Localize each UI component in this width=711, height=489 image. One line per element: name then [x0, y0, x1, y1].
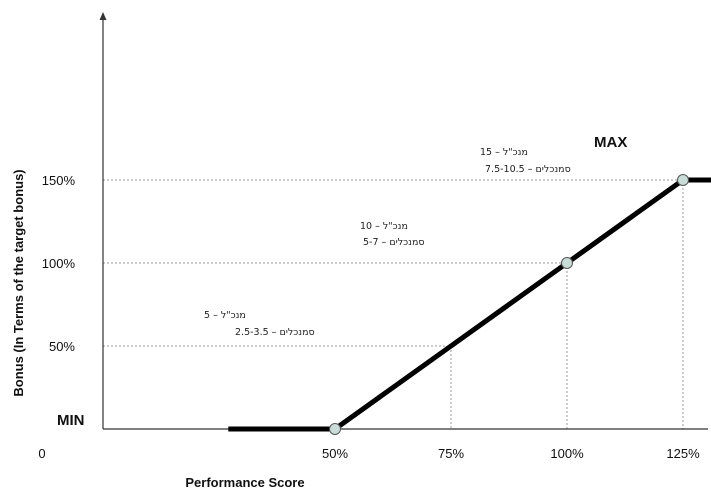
- x-tick-label: 50%: [322, 446, 348, 461]
- data-point-marker: [561, 257, 573, 269]
- y-axis-arrow: [99, 12, 107, 20]
- min-label: MIN: [57, 412, 85, 429]
- data-point-marker: [329, 423, 341, 435]
- x-tick-label: 125%: [666, 446, 700, 461]
- x-tick-label: 75%: [438, 446, 464, 461]
- max-label: MAX: [594, 134, 627, 151]
- series-line: [228, 177, 711, 432]
- annotation-vp-line: סמנכלים – 7.5-10.5: [485, 164, 571, 175]
- y-tick-labels: 50% 100% 150%: [42, 173, 76, 354]
- x-tick-label: 100%: [550, 446, 584, 461]
- origin-label: 0: [38, 446, 45, 461]
- annotation-ceo-line: מנכ"ל – 10: [360, 221, 408, 232]
- annotation-ceo-line: מנכ"ל – 5: [204, 310, 246, 321]
- y-tick-label: 100%: [42, 256, 76, 271]
- annotations: מנכ"ל – 5 סמנכלים – 2.5-3.5 מנכ"ל – 10 סמנכ…: [204, 147, 571, 338]
- x-axis-title: Performance Score: [185, 475, 304, 489]
- annotation-vp-line: סמנכלים – 2.5-3.5: [235, 327, 315, 338]
- data-point-marker: [677, 174, 689, 186]
- y-tick-label: 150%: [42, 173, 76, 188]
- data-markers: [329, 174, 689, 435]
- y-axis-title: Bonus (In Terms of the target bonus): [11, 169, 26, 396]
- y-tick-label: 50%: [49, 339, 75, 354]
- x-tick-labels: 50% 75% 100% 125%: [322, 446, 700, 461]
- annotation-ceo-line: מנכ"ל – 15: [480, 147, 528, 158]
- bonus-series: [228, 177, 711, 432]
- guide-lines: [103, 179, 684, 429]
- annotation-vp-line: סמנכלים – 5-7: [363, 237, 425, 248]
